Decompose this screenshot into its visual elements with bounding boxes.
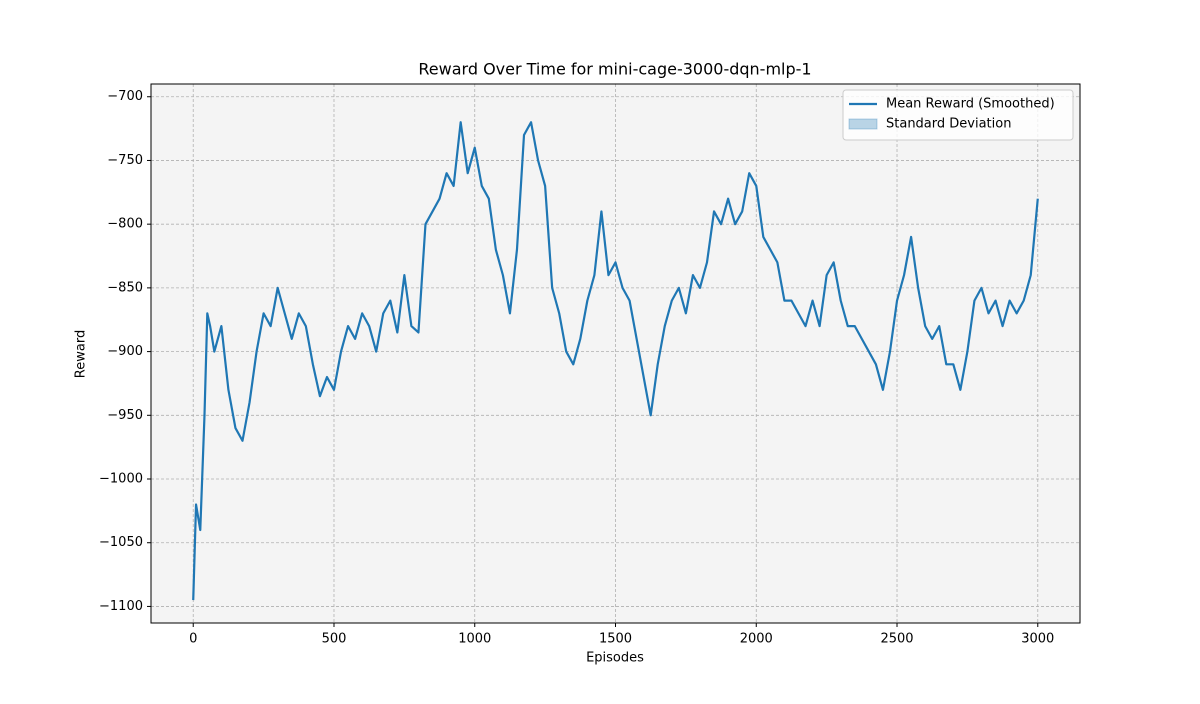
x-tick-label: 2000	[740, 632, 773, 647]
y-tick-label: −750	[107, 153, 143, 168]
x-tick-label: 1500	[599, 632, 632, 647]
y-axis-label: Reward	[74, 330, 89, 378]
y-tick-label: −1100	[99, 599, 143, 614]
x-tick-label: 0	[189, 632, 197, 647]
y-tick-label: −700	[107, 89, 143, 104]
x-tick-label: 500	[322, 632, 347, 647]
plot-area	[151, 84, 1080, 623]
legend-swatch	[848, 118, 878, 130]
legend-label: Standard Deviation	[886, 117, 1011, 132]
x-tick-label: 1000	[458, 632, 491, 647]
y-tick-label: −850	[107, 280, 143, 295]
y-tick-label: −950	[107, 408, 143, 423]
x-axis-label: Episodes	[586, 651, 644, 666]
y-tick-label: −1000	[99, 472, 143, 487]
x-tick-label: 3000	[1021, 632, 1054, 647]
line-series	[192, 121, 1039, 601]
x-tick-label: 2500	[880, 632, 913, 647]
y-tick-label: −800	[107, 217, 143, 232]
chart-title: Reward Over Time for mini-cage-3000-dqn-…	[418, 60, 811, 79]
y-tick-label: −1050	[99, 535, 143, 550]
legend-label: Mean Reward (Smoothed)	[886, 97, 1055, 112]
legend-box	[842, 89, 1074, 141]
axes-frame	[150, 83, 1081, 624]
y-tick-label: −900	[107, 344, 143, 359]
